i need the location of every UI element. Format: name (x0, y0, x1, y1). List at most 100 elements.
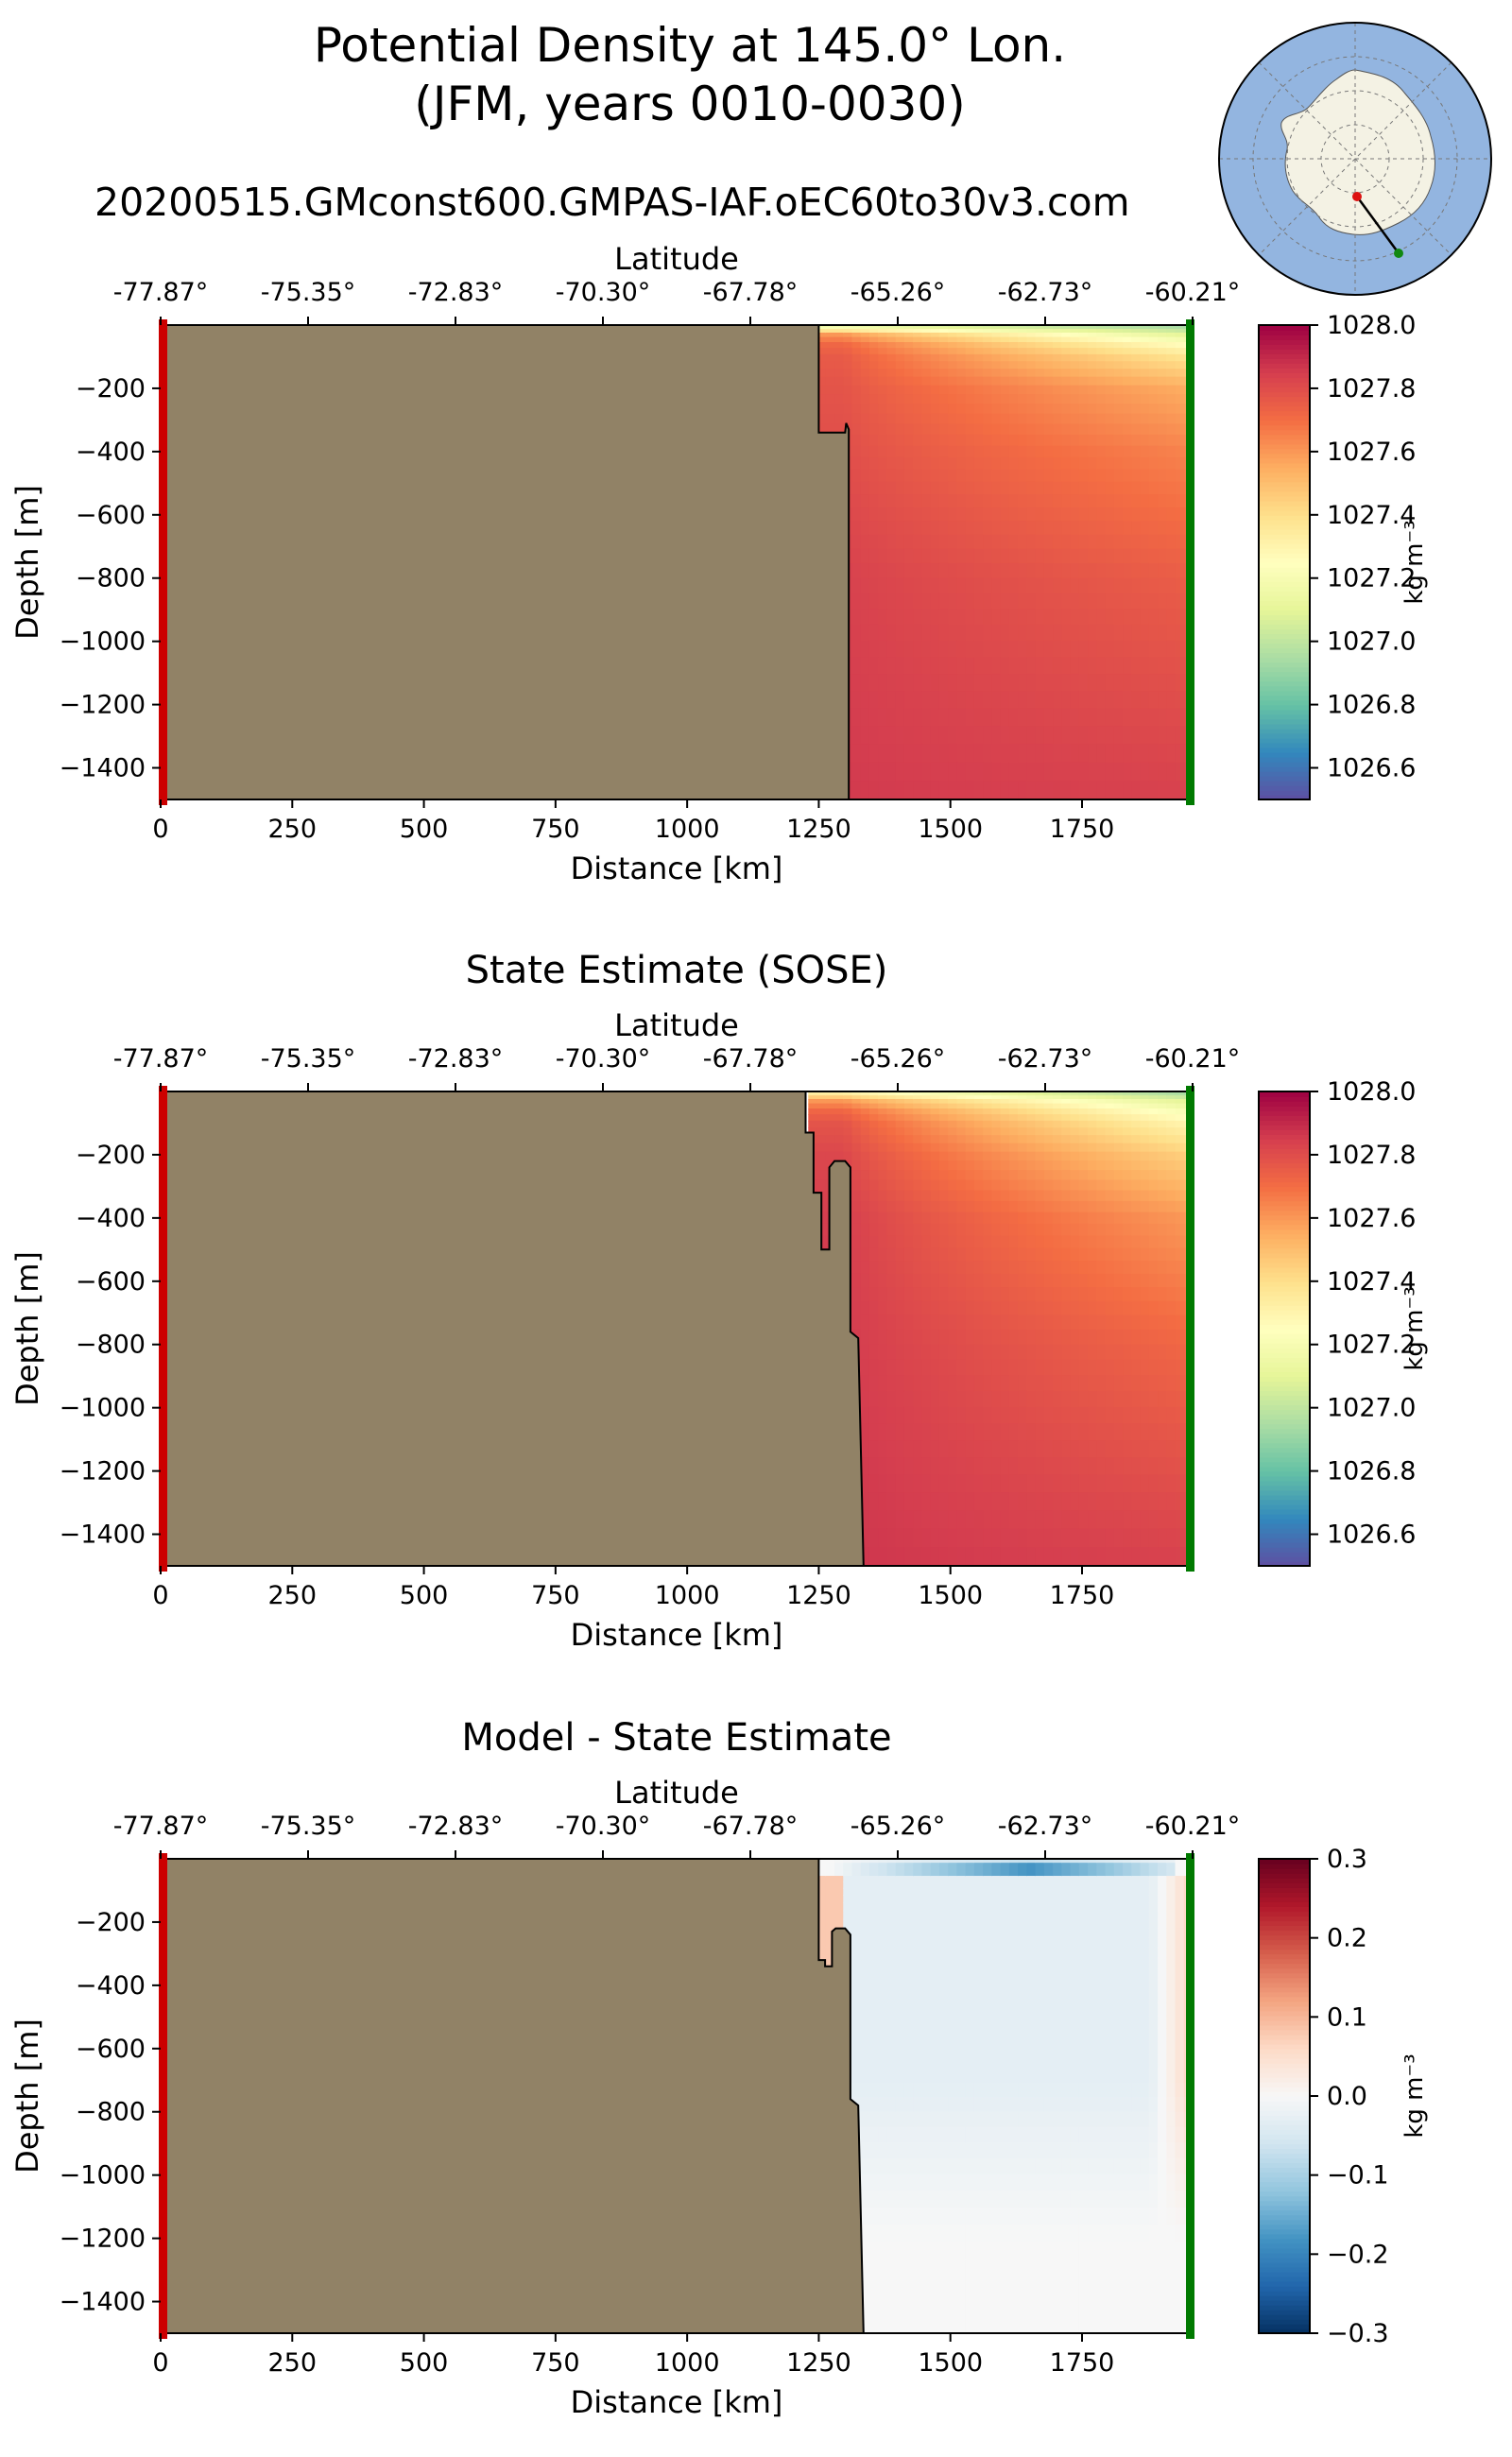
heatmap-cell (1088, 1143, 1098, 1153)
heatmap-cell (921, 2068, 932, 2084)
heatmap-cell (913, 1287, 923, 1302)
heatmap-cell (851, 376, 862, 387)
heatmap-cell (1175, 1092, 1185, 1096)
heatmap-cell (1140, 1547, 1150, 1567)
heatmap-cell (1140, 1135, 1150, 1144)
heatmap-cell (1158, 342, 1168, 349)
heatmap-cell (1175, 1261, 1185, 1275)
heatmap-cell (1078, 1103, 1089, 1109)
heatmap-cell (1008, 1135, 1019, 1144)
heatmap-cell (851, 1261, 862, 1275)
heatmap-cell (878, 708, 888, 727)
heatmap-cell (948, 562, 958, 579)
heatmap-cell (1140, 1528, 1150, 1548)
heatmap-cell (1113, 423, 1124, 436)
heatmap-cell (921, 1990, 932, 2004)
heatmap-cell (1166, 1108, 1177, 1115)
heatmap-cell (1053, 404, 1063, 415)
heatmap-cell (1158, 521, 1168, 536)
heatmap-cell (930, 674, 940, 692)
heatmap-cell (860, 1865, 870, 1872)
heatmap-cell (843, 1902, 853, 1912)
heatmap-cell (1166, 1474, 1177, 1493)
heatmap-cell (1043, 1876, 1054, 1882)
heatmap-cell (1078, 1223, 1089, 1237)
heatmap-cell (1026, 1300, 1037, 1316)
heatmap-cell (973, 1937, 984, 1949)
heatmap-cell (1053, 1235, 1063, 1249)
heatmap-cell (913, 2295, 923, 2315)
heatmap-cell (1175, 577, 1185, 594)
heatmap-cell (1158, 691, 1168, 710)
heatmap-cell (1078, 1143, 1089, 1153)
heatmap-cell (991, 691, 1002, 710)
heatmap-cell (1140, 1359, 1150, 1376)
heatmap-cell (1061, 1492, 1072, 1511)
colorbar-swatch (1259, 1139, 1310, 1145)
heatmap-cell (983, 1127, 993, 1136)
heatmap-cell (921, 1870, 932, 1877)
heatmap-cell (1008, 2295, 1019, 2315)
heatmap-cell (878, 1300, 888, 1316)
heatmap-cell (956, 1211, 967, 1225)
heatmap-cell (956, 1474, 967, 1493)
heatmap-cell (938, 1095, 949, 1100)
heatmap-cell (913, 348, 923, 355)
heatmap-cell (938, 413, 949, 425)
heatmap-cell (913, 2314, 923, 2334)
heatmap-cell (1053, 336, 1063, 343)
heatmap-cell (1175, 1344, 1185, 1361)
heatmap-cell (1061, 1098, 1072, 1105)
heatmap-cell (983, 1359, 993, 1376)
heatmap-cell (1088, 1200, 1098, 1213)
heatmap-cell (1035, 2126, 1045, 2143)
heatmap-cell (921, 1979, 932, 1992)
heatmap-cell (1166, 332, 1177, 338)
heatmap-cell (868, 1135, 880, 1144)
heatmap-cell (991, 1179, 1002, 1192)
heatmap-cell (983, 1273, 993, 1288)
heatmap-cell (1158, 593, 1168, 610)
heatmap-cell (973, 369, 984, 378)
heatmap-cell (1175, 385, 1185, 395)
heatmap-cell (973, 2002, 984, 2017)
heatmap-cell (1123, 609, 1133, 626)
heatmap-cell (860, 1098, 870, 1105)
heatmap-cell (1043, 691, 1054, 710)
heatmap-cell (886, 2157, 897, 2175)
heatmap-cell (1175, 781, 1185, 800)
heatmap-cell (816, 361, 827, 369)
heatmap-cell (965, 562, 975, 579)
heatmap-cell (860, 385, 870, 395)
heatmap-cell (921, 1120, 932, 1129)
heatmap-cell (1078, 1314, 1089, 1331)
heatmap-cell (1043, 1937, 1054, 1949)
heatmap-cell (991, 1887, 1002, 1897)
heatmap-cell (1166, 1390, 1177, 1408)
heatmap-cell (895, 445, 905, 458)
heatmap-cell (1043, 640, 1054, 659)
heatmap-cell (1175, 1375, 1185, 1392)
heatmap-cell (1018, 469, 1028, 483)
heatmap-cell (1043, 423, 1054, 436)
heatmap-cell (895, 2225, 905, 2243)
colorbar-swatch (1259, 676, 1310, 682)
heatmap-cell (983, 1092, 993, 1096)
heatmap-cell (1158, 1344, 1168, 1361)
heatmap-cell (1000, 1423, 1010, 1441)
heatmap-cell (843, 369, 853, 378)
colorbar-swatch (1259, 1357, 1310, 1363)
heatmap-cell (903, 2111, 915, 2128)
heatmap-cell (913, 762, 923, 782)
heatmap-cell (956, 1887, 967, 1897)
heatmap-cell (948, 1547, 958, 1567)
heatmap-cell (1000, 1160, 1010, 1171)
heatmap-cell (913, 1902, 923, 1912)
heatmap-cell (1061, 1528, 1072, 1548)
heatmap-cell (930, 494, 940, 508)
heatmap-cell (1000, 1287, 1010, 1302)
heatmap-cell (1096, 577, 1107, 594)
heatmap-cell (1043, 1474, 1054, 1493)
heatmap-cell (1018, 445, 1028, 458)
heatmap-cell (921, 376, 932, 387)
